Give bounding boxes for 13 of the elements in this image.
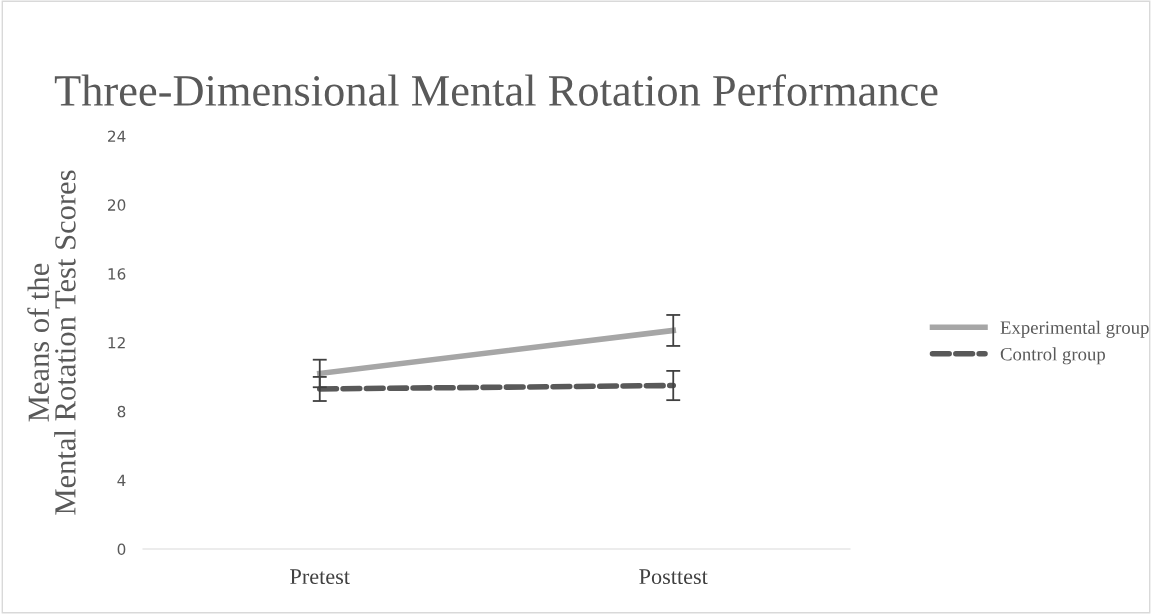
y-tick-label: 4: [117, 474, 126, 486]
y-tick-label: 0: [117, 543, 126, 556]
y-tick-label: 24: [108, 130, 126, 142]
x-tick-label: Posttest: [639, 569, 708, 585]
y-tick-label: 16: [108, 268, 126, 280]
y-axis-title: Means of the Mental Rotation Test Scores: [27, 170, 76, 515]
chart-title: Three-Dimensional Mental Rotation Performance: [54, 74, 938, 106]
y-tick-label: 20: [108, 199, 126, 211]
x-tick-label: Pretest: [290, 569, 350, 585]
legend-label: Experimental group: [1000, 320, 1149, 338]
y-tick-label: 8: [117, 405, 126, 418]
legend-label: Control group: [1000, 347, 1105, 365]
y-tick-label: 12: [108, 336, 125, 349]
